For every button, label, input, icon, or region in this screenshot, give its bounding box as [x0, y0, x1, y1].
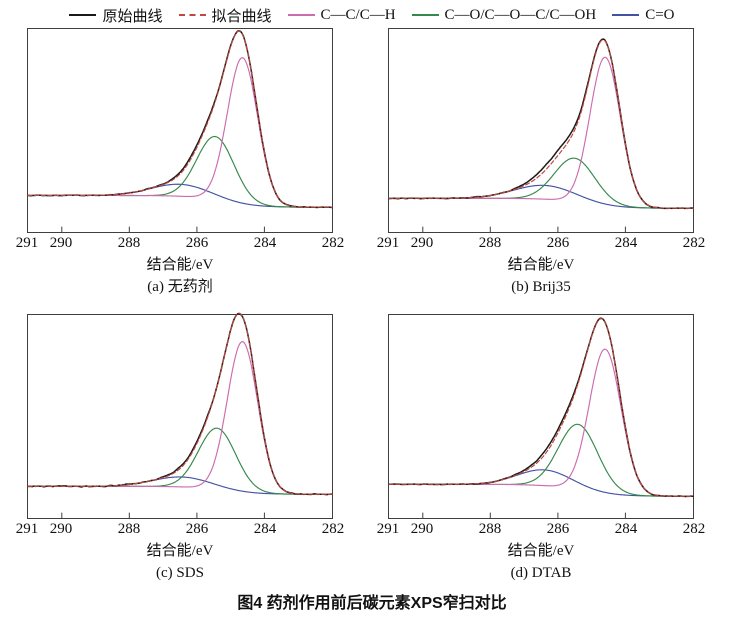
- solid-line-swatch-magenta: [287, 14, 315, 16]
- solid-line-swatch-black: [69, 14, 97, 16]
- curve-fitted: [388, 39, 694, 209]
- legend-item-c-double-o: C=O: [612, 6, 675, 24]
- x-tick-label: 282: [321, 521, 345, 537]
- legend-item-original-curve: 原始曲线: [69, 5, 163, 26]
- x-axis-label-a: 结合能/eV: [146, 257, 214, 273]
- subplot-label-d: (d) DTAB: [510, 565, 572, 581]
- x-tick-label: 288: [478, 521, 502, 537]
- curve-original: [27, 30, 333, 209]
- curve-fitted: [388, 318, 694, 497]
- x-axis-ticks-c: 291 290 288 286 284 282: [16, 519, 345, 541]
- legend-item-cc-ch: C—C/C—H: [287, 6, 396, 24]
- x-tick-label: 282: [321, 235, 345, 251]
- subplot-label-a: (a) 无药剂: [147, 279, 213, 295]
- curve-original: [388, 38, 694, 210]
- x-tick-marks: [422, 512, 626, 519]
- legend-item-fitted-curve: 拟合曲线: [178, 5, 272, 26]
- x-tick-marks: [61, 226, 265, 233]
- curve-fitted: [27, 30, 333, 208]
- legend-label: C—C/C—H: [320, 6, 396, 23]
- solid-line-swatch-green: [411, 14, 439, 16]
- plot-frame-c: [27, 312, 333, 519]
- x-tick-label: 286: [546, 235, 570, 251]
- legend-label: 原始曲线: [102, 8, 163, 25]
- x-tick-label: 290: [49, 235, 73, 251]
- x-tick-label: 290: [410, 235, 434, 251]
- x-tick-marks: [61, 512, 265, 519]
- x-axis-label-c: 结合能/eV: [146, 543, 214, 559]
- curve-fitted: [27, 312, 333, 495]
- panel-d: 291 290 288 286 284 282 结合能/eV (d) DTAB: [377, 314, 706, 586]
- curve-cc-ch: [27, 341, 333, 495]
- subplot-label-b: (b) Brij35: [511, 279, 571, 295]
- plot-frame-a: [27, 28, 333, 233]
- solid-line-swatch-blue: [612, 14, 640, 16]
- x-tick-label: 290: [410, 521, 434, 537]
- chart-legend: 原始曲线 拟合曲线 C—C/C—H C—O/C—O—C/C—OH C=O: [0, 0, 744, 28]
- x-tick-marks: [422, 226, 626, 233]
- dashed-line-swatch-red: [178, 14, 206, 16]
- legend-item-co-coc-coh: C—O/C—O—C/C—OH: [411, 6, 597, 24]
- curve-original: [27, 312, 333, 496]
- subplot-label-c: (c) SDS: [156, 565, 204, 581]
- x-tick-label: 288: [117, 521, 141, 537]
- panel-c: 291 290 288 286 284 282 结合能/eV (c) SDS: [16, 312, 345, 586]
- figure-caption: 图4 药剂作用前后碳元素XPS窄扫对比: [237, 595, 507, 612]
- x-axis-ticks-d: 291 290 288 286 284 282: [377, 519, 706, 541]
- x-tick-label: 282: [682, 521, 706, 537]
- x-tick-label: 288: [478, 235, 502, 251]
- legend-label: 拟合曲线: [211, 8, 272, 25]
- x-tick-label: 286: [546, 521, 570, 537]
- x-tick-label: 291: [376, 521, 400, 537]
- x-tick-label: 290: [49, 521, 73, 537]
- x-tick-label: 284: [614, 521, 638, 537]
- x-tick-label: 291: [376, 235, 400, 251]
- legend-label: C—O/C—O—C/C—OH: [444, 6, 597, 23]
- x-tick-label: 286: [185, 235, 209, 251]
- legend-label: C=O: [645, 6, 675, 23]
- panel-a: 291 290 288 286 284 282 结合能/eV (a) 无药剂: [16, 28, 345, 300]
- x-tick-label: 284: [614, 235, 638, 251]
- plot-area-c: [27, 312, 333, 519]
- x-tick-label: 284: [253, 521, 277, 537]
- plot-frame-b: [388, 28, 694, 233]
- x-tick-label: 282: [682, 235, 706, 251]
- plot-area-a: [27, 30, 333, 233]
- x-axis-ticks-b: 291 290 288 286 284 282: [377, 233, 706, 255]
- curve-co-coc-coh: [27, 427, 333, 495]
- plot-area-d: [388, 317, 694, 519]
- x-tick-label: 284: [253, 235, 277, 251]
- plot-area-b: [388, 38, 694, 233]
- subplot-grid: 291 290 288 286 284 282 结合能/eV (a) 无药剂 291 290…: [0, 28, 744, 586]
- x-tick-label: 291: [15, 235, 39, 251]
- x-tick-label: 291: [15, 521, 39, 537]
- x-axis-label-b: 结合能/eV: [507, 257, 575, 273]
- x-tick-label: 286: [185, 521, 209, 537]
- x-axis-ticks-a: 291 290 288 286 284 282: [16, 233, 345, 255]
- curve-co-coc-coh: [388, 157, 694, 209]
- x-tick-label: 288: [117, 235, 141, 251]
- panel-b: 291 290 288 286 284 282 结合能/eV (b) Brij35: [377, 28, 706, 300]
- plot-frame-d: [388, 314, 694, 519]
- x-axis-label-d: 结合能/eV: [507, 543, 575, 559]
